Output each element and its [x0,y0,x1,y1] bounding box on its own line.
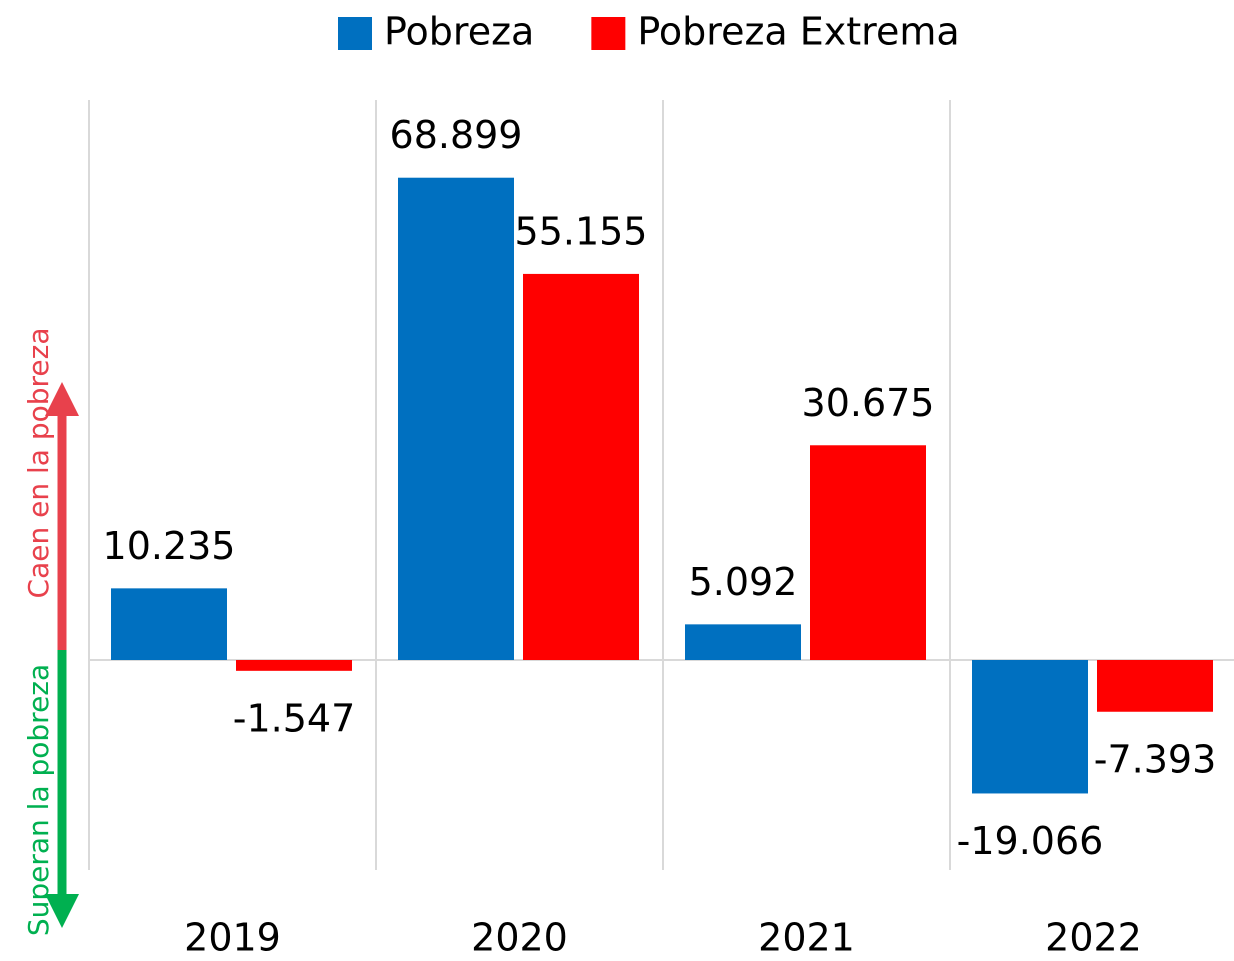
bar [523,273,639,660]
x-tick-label: 2021 [758,916,855,960]
data-label: -19.066 [957,819,1104,863]
bar [398,177,514,660]
data-label: 30.675 [802,381,935,425]
data-label: -1.547 [233,696,356,740]
bar [685,624,801,660]
data-label: 10.235 [103,524,236,568]
bar [1097,660,1213,712]
x-tick-label: 2019 [184,916,281,960]
data-label: -7.393 [1094,737,1217,781]
bar [972,660,1088,794]
legend-swatch [591,17,626,50]
legend-label: Pobreza [384,10,534,54]
data-label: 68.899 [390,113,523,157]
x-tick-label: 2020 [471,916,568,960]
up-arrow-head [45,382,79,416]
legend-swatch [338,17,372,50]
legend-label: Pobreza Extrema [637,10,959,54]
bar [236,660,352,671]
bar [111,588,227,660]
down-arrow-head [45,894,79,928]
annotation: Caen en la pobreza [22,328,55,599]
data-label: 55.155 [515,209,648,253]
bar [810,445,926,660]
annotation: Superan la pobreza [22,664,55,936]
x-tick-label: 2022 [1045,916,1142,960]
data-label: 5.092 [689,560,798,604]
